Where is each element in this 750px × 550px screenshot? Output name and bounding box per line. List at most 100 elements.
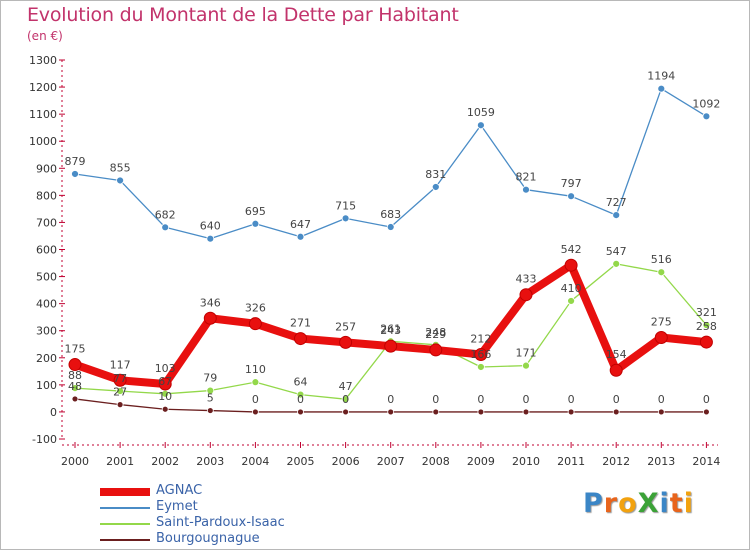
data-label: 715 (335, 199, 356, 212)
data-label: 117 (110, 358, 131, 371)
data-point (431, 183, 440, 191)
data-label: 0 (387, 393, 394, 406)
data-point (68, 358, 82, 372)
data-label: 346 (200, 296, 221, 309)
data-point (702, 321, 711, 329)
data-label: 0 (477, 393, 484, 406)
y-tick-label: 0 (50, 406, 57, 419)
data-label: 1059 (467, 106, 495, 119)
y-tick-label: 600 (36, 244, 57, 257)
x-tick-label: 2003 (196, 455, 224, 468)
data-point (702, 112, 711, 121)
data-point (567, 297, 575, 305)
legend-item: Bourgougnague (100, 531, 430, 548)
x-tick-label: 2000 (61, 455, 89, 468)
data-label: 797 (561, 177, 582, 190)
data-label: 77 (113, 372, 127, 385)
data-point (522, 408, 530, 416)
data-label: 212 (470, 333, 491, 346)
data-point (657, 408, 665, 416)
data-label: 1194 (647, 70, 675, 83)
data-label: 0 (342, 393, 349, 406)
data-label: 647 (290, 218, 311, 231)
data-label: 682 (155, 208, 176, 221)
data-point (158, 377, 172, 391)
y-tick-label: 800 (36, 189, 57, 202)
data-label: 88 (68, 369, 82, 382)
data-point (297, 408, 304, 416)
data-label: 695 (245, 205, 266, 218)
data-label: 67 (158, 375, 172, 388)
x-tick-label: 2011 (557, 455, 585, 468)
data-point (116, 387, 124, 395)
data-point (161, 223, 170, 232)
legend-swatch (100, 507, 150, 509)
x-tick-label: 2002 (151, 455, 179, 468)
data-point (476, 363, 485, 371)
x-tick-label: 2010 (512, 455, 540, 468)
data-label: 175 (65, 343, 86, 356)
data-point (432, 408, 440, 416)
data-label: 683 (380, 208, 401, 221)
data-label: 0 (297, 393, 304, 406)
data-label: 27 (113, 386, 127, 399)
data-point (71, 170, 79, 178)
data-label: 258 (696, 320, 717, 333)
data-point (341, 214, 350, 223)
data-label: 879 (65, 155, 86, 168)
data-point (657, 268, 666, 277)
data-point (519, 288, 533, 302)
data-point (296, 390, 305, 399)
data-label: 154 (606, 348, 627, 361)
data-label: 0 (523, 393, 530, 406)
data-point (386, 223, 395, 231)
x-tick-label: 2009 (467, 455, 495, 468)
x-tick-label: 2008 (422, 455, 450, 468)
data-label: 229 (425, 328, 446, 341)
data-label: 0 (658, 393, 665, 406)
data-label: 0 (703, 393, 710, 406)
data-label: 855 (110, 161, 131, 174)
data-point (206, 234, 215, 243)
x-tick-label: 2004 (241, 455, 269, 468)
data-label: 542 (561, 243, 582, 256)
data-point (206, 407, 214, 414)
data-point (429, 343, 443, 357)
data-point (203, 311, 217, 325)
data-label: 640 (200, 220, 221, 233)
chart-legend: AGNAC Eymet Saint-Pardoux-Isaac Bourgougnag… (100, 483, 430, 548)
x-tick-label: 2001 (106, 455, 134, 468)
y-tick-label: 400 (36, 298, 57, 311)
data-point (609, 363, 623, 377)
y-tick-label: -100 (32, 433, 57, 446)
data-label: 410 (561, 282, 582, 295)
data-point (206, 386, 215, 395)
data-label: 275 (651, 315, 672, 328)
data-point (522, 361, 530, 370)
data-point (567, 192, 575, 201)
data-label: 257 (335, 320, 356, 333)
data-point (474, 348, 488, 362)
legend-label: Eymet (156, 499, 198, 514)
data-point (248, 317, 262, 331)
legend-swatch (100, 488, 150, 496)
data-label: 326 (245, 302, 266, 315)
x-tick-label: 2012 (602, 455, 630, 468)
y-tick-label: 300 (36, 325, 57, 338)
legend-swatch (100, 523, 150, 525)
data-point (296, 232, 305, 241)
data-point (294, 332, 307, 346)
y-tick-label: 500 (36, 271, 57, 284)
data-label: 547 (606, 245, 627, 258)
y-tick-label: 700 (36, 216, 57, 229)
x-tick-label: 2006 (332, 455, 360, 468)
data-label: 727 (606, 196, 627, 209)
data-point (476, 121, 485, 130)
unit-label: (en €) (27, 29, 63, 43)
data-point (387, 408, 395, 416)
data-point (116, 176, 124, 185)
data-point (654, 330, 668, 344)
x-tick-label: 2007 (377, 455, 405, 468)
legend-item: AGNAC (100, 483, 430, 500)
legend-item: Eymet (100, 499, 430, 516)
